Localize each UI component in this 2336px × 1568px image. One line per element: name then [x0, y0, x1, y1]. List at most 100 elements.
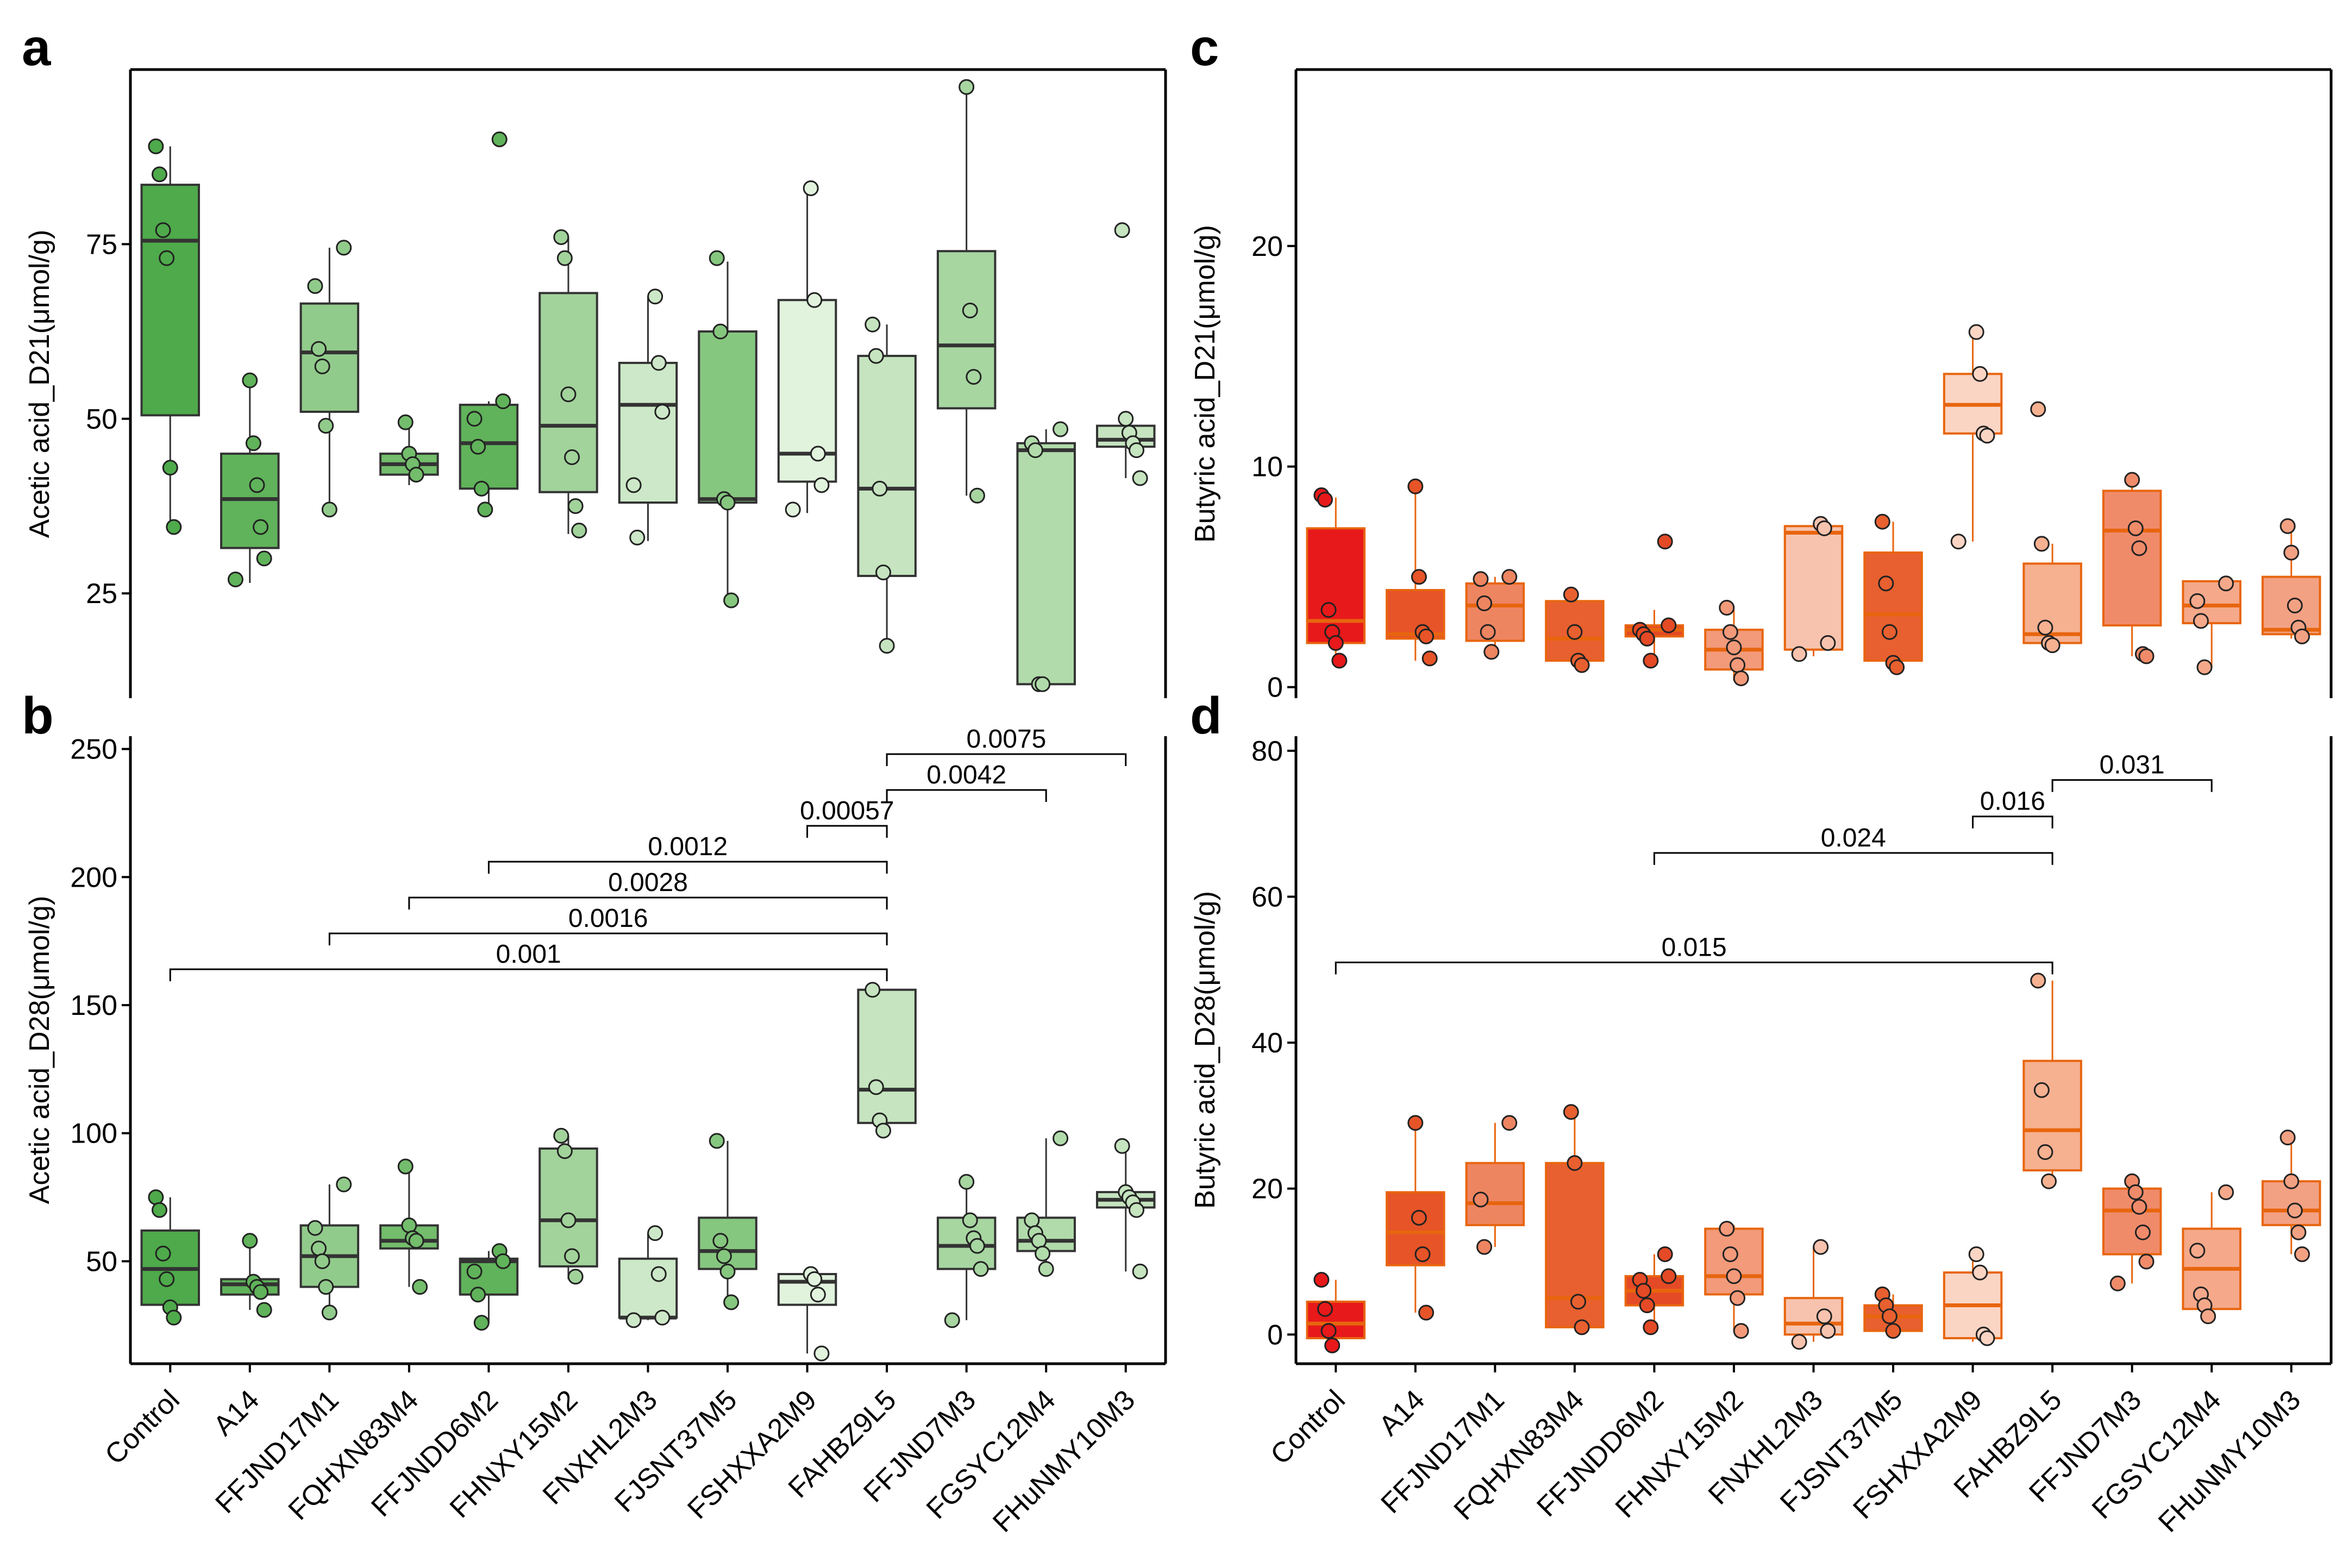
data-point: [2030, 401, 2046, 417]
data-point: [470, 438, 486, 455]
data-point: [1878, 575, 1894, 592]
data-point: [491, 131, 508, 148]
data-point: [647, 288, 663, 305]
box-FFJNDD6M2: [1624, 534, 1684, 669]
data-point: [709, 1133, 725, 1149]
data-point: [1473, 1191, 1489, 1208]
box-FNXHL2M3: [618, 1225, 678, 1328]
data-point: [336, 240, 352, 256]
box-FFJND7M3: [936, 1174, 997, 1328]
data-point: [1574, 657, 1590, 673]
data-point: [959, 79, 975, 95]
bracket-line: [328, 932, 888, 945]
bracket-line: [408, 896, 888, 910]
data-point: [1657, 534, 1673, 550]
data-point: [1473, 571, 1489, 587]
data-point: [2124, 472, 2140, 488]
box-FGSYC12M4: [2182, 1184, 2241, 1325]
data-point: [1719, 600, 1735, 616]
data-point: [806, 1271, 823, 1287]
data-point: [412, 1279, 428, 1295]
box-FFJNDD6M2: [459, 131, 519, 518]
data-point: [148, 138, 164, 154]
data-point: [1114, 222, 1130, 239]
x-tick-label: FHuNMY10M3: [2152, 1384, 2307, 1538]
p-value-label: 0.001: [496, 940, 561, 969]
data-point: [719, 494, 736, 511]
data-point: [553, 1127, 569, 1144]
comparison-bracket: 0.0016: [328, 904, 888, 945]
data-point: [962, 1212, 978, 1228]
data-point: [1791, 646, 1807, 662]
data-point: [1476, 1239, 1493, 1255]
data-point: [401, 1217, 417, 1233]
p-value-label: 0.0016: [568, 904, 648, 933]
data-point: [242, 372, 258, 388]
data-point: [865, 316, 881, 333]
data-point: [1031, 1233, 1047, 1249]
data-point: [1639, 1297, 1655, 1314]
data-point: [1118, 411, 1134, 427]
data-point: [256, 1302, 272, 1318]
data-point: [1407, 478, 1424, 494]
comparison-bracket: 0.015: [1335, 933, 2053, 975]
data-point: [1643, 653, 1659, 669]
data-point: [477, 501, 493, 518]
data-point: [1129, 442, 1145, 459]
bracket-line: [2051, 779, 2213, 792]
data-point: [1027, 442, 1043, 459]
data-point: [166, 519, 182, 535]
data-point: [1979, 428, 1995, 444]
data-point: [1972, 1264, 1988, 1281]
box-FHNXY15M2: [1704, 600, 1764, 686]
data-point: [1407, 1115, 1424, 1131]
data-point: [1881, 1308, 1897, 1325]
y-tick-label: 150: [70, 990, 117, 1021]
data-point: [1327, 635, 1344, 651]
data-point: [148, 1189, 164, 1206]
p-value-label: 0.0012: [648, 832, 728, 861]
data-point: [1874, 513, 1890, 530]
box-FFJND7M3: [2102, 472, 2162, 664]
data-point: [719, 1263, 736, 1280]
box-FGSYC12M4: [1016, 1130, 1076, 1277]
x-tick-label: FHuNMY10M3: [987, 1384, 1141, 1538]
data-point: [2037, 1144, 2053, 1161]
data-point: [2131, 1199, 2147, 1215]
data-point: [253, 1284, 269, 1300]
data-point: [307, 278, 323, 294]
box-FAHBZ9L5: [2022, 401, 2082, 654]
bracket-line: [806, 825, 888, 838]
data-point: [1480, 624, 1496, 640]
y-tick-label: 25: [86, 578, 117, 610]
box-body: [698, 330, 757, 504]
data-point: [560, 386, 577, 403]
x-tick-label: Control: [1264, 1384, 1351, 1471]
box-body: [618, 361, 678, 504]
data-point: [560, 1212, 577, 1228]
panel-d: 0 20 40 60 80 Butyric acid_D28(μmol/g) Control…: [1189, 736, 2333, 1539]
y-tick-label: 0: [1267, 1319, 1283, 1351]
box-FHNXY15M2: [538, 1127, 598, 1285]
box-FAHBZ9L5: [2022, 973, 2082, 1189]
data-point: [466, 411, 483, 427]
box-FNXHL2M3: [1783, 516, 1844, 662]
data-point: [1979, 1330, 1995, 1346]
box-FQHXN83M4: [1545, 1104, 1605, 1335]
data-point: [1483, 644, 1500, 660]
data-point: [466, 1263, 483, 1280]
data-point: [1950, 534, 1967, 550]
data-point: [1733, 1323, 1749, 1339]
data-point: [1719, 1221, 1735, 1237]
data-point: [2030, 973, 2046, 989]
data-point: [1816, 1308, 1832, 1325]
data-point: [1563, 586, 1579, 603]
data-point: [495, 393, 511, 410]
box-FGSYC12M4: [1016, 421, 1076, 692]
data-point: [556, 1143, 573, 1159]
box-FFJND17M1: [1465, 1115, 1525, 1255]
data-point: [1411, 569, 1427, 585]
data-point: [1421, 650, 1438, 667]
data-point: [1317, 1301, 1333, 1317]
